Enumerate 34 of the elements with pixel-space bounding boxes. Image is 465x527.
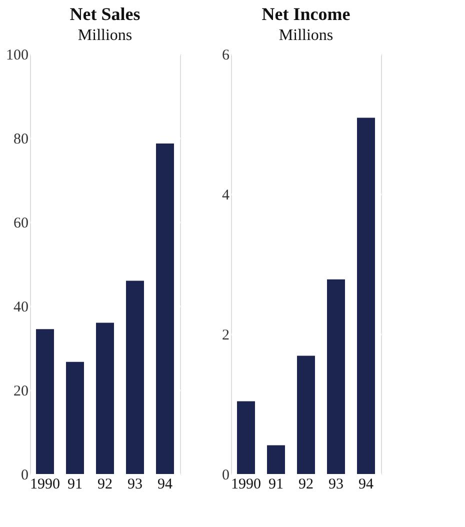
x-tick-label: 94 <box>358 476 374 492</box>
x-tick-label: 1990 <box>231 476 261 492</box>
x-tick-label: 93 <box>128 476 142 492</box>
x-tick-label: 94 <box>158 476 173 492</box>
y-tick-label: 100 <box>6 48 28 64</box>
y-tick-label: 6 <box>222 48 230 64</box>
bar <box>126 280 144 474</box>
bar <box>156 143 174 474</box>
x-tick-label: 91 <box>268 476 284 492</box>
chart-title: Net Sales <box>70 4 140 24</box>
x-tick-label: 91 <box>68 476 82 492</box>
y-tick-label: 2 <box>222 328 230 344</box>
y-tick-label: 80 <box>14 132 28 148</box>
bar <box>36 329 54 474</box>
x-tick-label: 92 <box>98 476 112 492</box>
bar <box>357 118 375 474</box>
y-tick-label: 4 <box>222 188 230 204</box>
y-tick-label: 40 <box>14 300 28 316</box>
bar <box>267 445 285 474</box>
y-tick-label: 0 <box>222 468 230 484</box>
x-tick-label: 1990 <box>30 476 60 492</box>
bar <box>237 401 255 474</box>
chart-subtitle: Millions <box>278 27 334 44</box>
bar <box>96 322 114 474</box>
y-tick-label: 60 <box>14 216 28 232</box>
y-tick-label: 0 <box>21 468 28 484</box>
x-tick-label: 92 <box>298 476 314 492</box>
y-tick-label: 20 <box>14 384 28 400</box>
bar <box>327 279 345 474</box>
x-tick-label: 93 <box>328 476 344 492</box>
bar <box>66 362 84 474</box>
bar <box>297 356 315 474</box>
chart-subtitle: Millions <box>78 27 132 44</box>
chart-title: Net Income <box>262 4 350 24</box>
